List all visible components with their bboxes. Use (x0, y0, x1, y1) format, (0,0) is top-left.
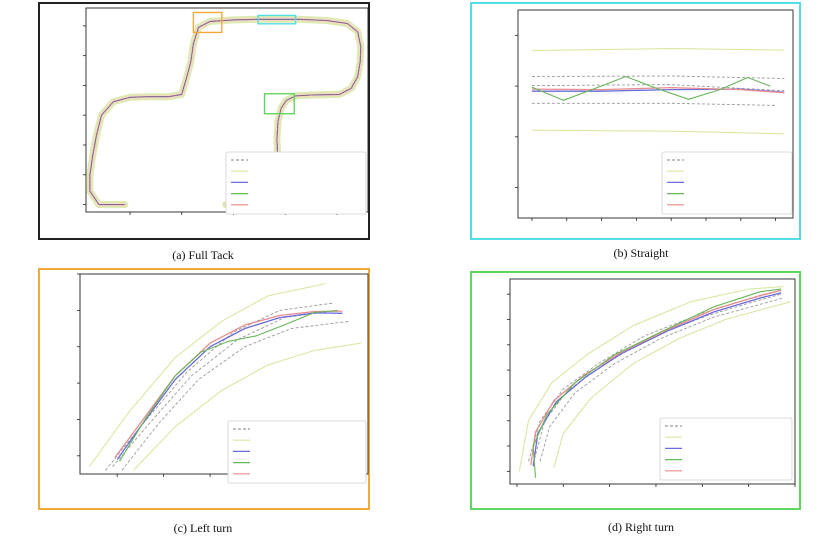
chart-a (38, 2, 370, 240)
series-group (531, 48, 785, 135)
series-group (518, 286, 791, 478)
legend-box (227, 420, 367, 484)
series-plm-net-latency-0-2-sec (531, 86, 785, 94)
chart-b (470, 2, 801, 240)
series-bm-latency-0-2-sec (531, 75, 771, 101)
plot-area (517, 9, 794, 219)
panel-frame (38, 268, 370, 510)
caption-b: (b) Straight (613, 246, 669, 260)
series-plm-net-latency-0-2-sec (114, 310, 343, 458)
series-lane-lines (531, 102, 776, 106)
series-group (86, 15, 365, 209)
series-track-lines (518, 286, 784, 472)
panel-frame (470, 271, 801, 510)
series-bm-latency-0-2-sec (119, 309, 338, 462)
caption-d: (d) Right turn (608, 520, 674, 534)
zoom-box-d (263, 93, 295, 115)
legend-box (225, 151, 367, 215)
caption-c: (c) Left turn (173, 521, 233, 535)
legend-box (661, 151, 793, 215)
zoom-box-c (192, 11, 223, 34)
series-group (88, 282, 362, 471)
panel-c (38, 268, 370, 510)
plot-area (79, 273, 369, 475)
plot-area (509, 278, 796, 485)
series-bm-no-latency (116, 312, 343, 460)
series-track-lines (88, 282, 327, 468)
series-bm-latency-0-2-sec (532, 288, 782, 478)
panel-b (470, 2, 801, 240)
chart-d (470, 271, 801, 510)
series-plm-net-latency-0-2-sec (530, 289, 782, 466)
panel-frame (38, 2, 370, 240)
series-track-lines (531, 129, 785, 135)
caption-a: (a) Full Tack (172, 248, 234, 262)
series-lane-lines (121, 320, 350, 471)
series-track-lines (133, 342, 362, 471)
series-track-lines (531, 48, 785, 52)
series-lane-lines (531, 84, 785, 92)
series-lane-lines (539, 297, 784, 462)
chart-c (38, 268, 370, 510)
panel-a (38, 2, 370, 240)
panel-d (470, 271, 801, 510)
series-lane-lines (112, 309, 338, 467)
zoom-box-b (257, 14, 297, 25)
series-lane-lines (531, 75, 785, 79)
legend-box (659, 417, 793, 481)
series-center (89, 19, 361, 205)
series-track-lines (553, 301, 791, 468)
panel-frame (470, 2, 801, 240)
